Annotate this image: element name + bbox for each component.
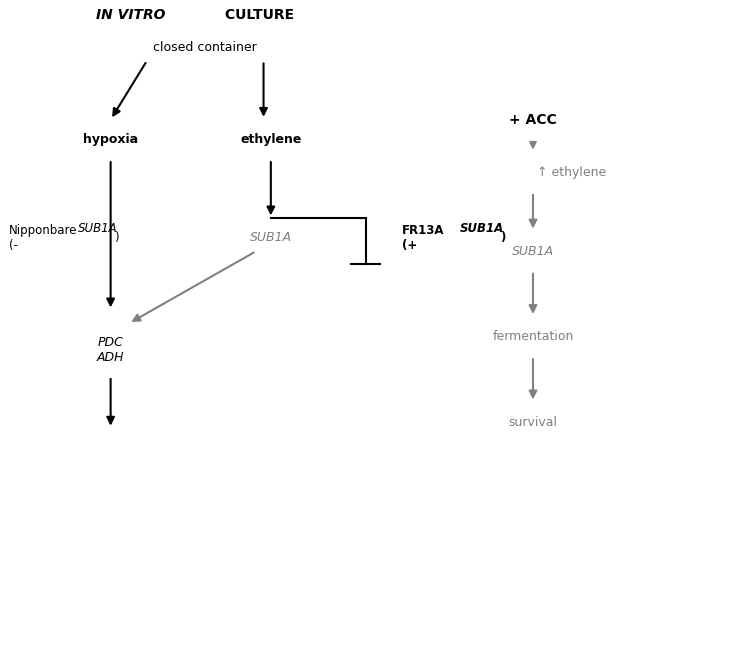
Text: CULTURE: CULTURE xyxy=(220,8,294,22)
Text: SUB1A: SUB1A xyxy=(78,222,118,235)
Text: ): ) xyxy=(114,232,119,244)
Text: fermentation: fermentation xyxy=(492,330,574,343)
Text: SUB1A: SUB1A xyxy=(461,222,504,235)
Text: closed container: closed container xyxy=(154,41,257,54)
Text: SUB1A: SUB1A xyxy=(250,232,292,244)
Text: + ACC: + ACC xyxy=(509,113,557,127)
Text: IN VITRO: IN VITRO xyxy=(96,8,165,22)
Text: ↑ ethylene: ↑ ethylene xyxy=(537,166,606,179)
Text: SUB1A: SUB1A xyxy=(512,245,554,257)
Text: PDC
ADH: PDC ADH xyxy=(97,336,124,364)
Text: ): ) xyxy=(500,232,506,244)
Text: FR13A
(+: FR13A (+ xyxy=(402,224,444,252)
Text: hypoxia: hypoxia xyxy=(83,133,138,146)
Text: Nipponbare
(-: Nipponbare (- xyxy=(9,224,77,252)
Text: survival: survival xyxy=(509,416,558,428)
Text: ethylene: ethylene xyxy=(240,133,301,146)
